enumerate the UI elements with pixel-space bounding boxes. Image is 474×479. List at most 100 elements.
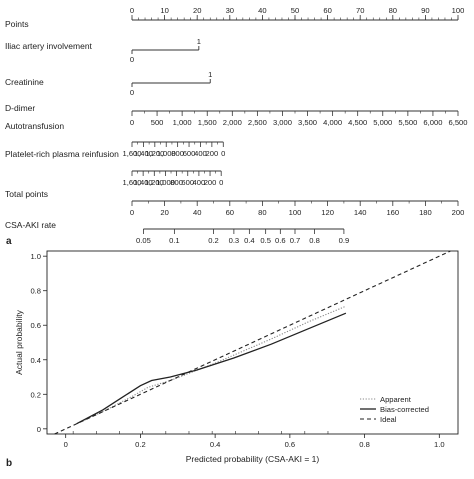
- legend-label-apparent: Apparent: [380, 395, 412, 404]
- legend-label-bias-corrected: Bias-corrected: [380, 405, 429, 414]
- nomogram-ticklabel-csa-aki-rate: 0.6: [275, 236, 286, 245]
- nomogram-ticklabel-total-points: 40: [193, 208, 201, 217]
- nomogram-ticklabel-d-dimer: 5,000: [373, 118, 392, 127]
- x-tick-label: 0.4: [210, 440, 221, 449]
- nomogram-ticklabel-points: 40: [258, 6, 266, 15]
- nomogram-ticklabel-d-dimer: 1,000: [173, 118, 192, 127]
- nomogram-ticklabel-platelet-rich-plasma-reinfusion: 600: [181, 178, 194, 187]
- nomogram-ticklabel-d-dimer: 6,500: [448, 118, 467, 127]
- nomogram-ticklabel-points: 70: [356, 6, 364, 15]
- nomogram-label-d-dimer: D-dimer: [5, 103, 35, 113]
- nomogram-ticklabel-autotransfusion: 1,000: [157, 149, 176, 158]
- x-tick-label: 0.6: [285, 440, 296, 449]
- nomogram-ticklabel-total-points: 200: [452, 208, 465, 217]
- nomogram-label-csa-aki-rate: CSA-AKI rate: [5, 220, 56, 230]
- nomogram-ticklabel-d-dimer: 4,500: [348, 118, 367, 127]
- nomogram-ticklabel-csa-aki-rate: 0.8: [309, 236, 320, 245]
- nomogram-ticklabel-d-dimer: 0: [130, 118, 134, 127]
- nomogram-ticklabel-autotransfusion: 1,400: [134, 149, 153, 158]
- nomogram-label-iliac-artery-involvement: Iliac artery involvement: [5, 41, 93, 51]
- nomogram-ticklabel-total-points: 60: [226, 208, 234, 217]
- nomogram-ticklabel-points: 90: [421, 6, 429, 15]
- nomogram-ticklabel-d-dimer: 2,000: [223, 118, 242, 127]
- nomogram-label-platelet-rich-plasma-reinfusion: Platelet-rich plasma reinfusion: [5, 149, 119, 159]
- nomogram-ticklabel-autotransfusion: 1,200: [145, 149, 164, 158]
- nomogram-ticklabel-d-dimer: 3,500: [298, 118, 317, 127]
- nomogram-ticklabel-csa-aki-rate: 0.7: [290, 236, 301, 245]
- x-tick-label: 0: [64, 440, 68, 449]
- x-axis-label: Predicted probability (CSA-AKI = 1): [186, 454, 320, 464]
- nomogram-ticklabel-d-dimer: 5,500: [398, 118, 417, 127]
- nomogram-ticklabel-iliac-artery-involvement: 1: [197, 37, 201, 46]
- nomogram-ticklabel-platelet-rich-plasma-reinfusion: 200: [204, 178, 217, 187]
- nomogram-ticklabel-d-dimer: 2,500: [248, 118, 267, 127]
- nomogram-ticklabel-autotransfusion: 0: [221, 149, 225, 158]
- y-tick-label: 0.8: [30, 287, 41, 296]
- nomogram-ticklabel-points: 10: [160, 6, 168, 15]
- nomogram-ticklabel-autotransfusion: 400: [194, 149, 207, 158]
- nomogram-ticklabel-autotransfusion: 800: [171, 149, 184, 158]
- nomogram-ticklabel-csa-aki-rate: 0.4: [244, 236, 255, 245]
- x-tick-label: 0.2: [135, 440, 146, 449]
- nomogram-ticklabel-d-dimer: 3,000: [273, 118, 292, 127]
- nomogram-ticklabel-creatinine: 1: [208, 70, 212, 79]
- nomogram-ticklabel-autotransfusion: 600: [183, 149, 196, 158]
- series-line-ideal: [54, 250, 451, 435]
- nomogram-ticklabel-total-points: 140: [354, 208, 367, 217]
- nomogram-label-total-points: Total points: [5, 189, 48, 199]
- nomogram-ticklabel-points: 80: [389, 6, 397, 15]
- nomogram-ticklabel-platelet-rich-plasma-reinfusion: 1,400: [134, 178, 153, 187]
- nomogram-ticklabel-csa-aki-rate: 0.9: [339, 236, 350, 245]
- panel-label-a: a: [6, 236, 12, 247]
- nomogram-ticklabel-csa-aki-rate: 0.05: [136, 236, 151, 245]
- nomogram-ticklabel-points: 20: [193, 6, 201, 15]
- nomogram-ticklabel-platelet-rich-plasma-reinfusion: 0: [219, 178, 223, 187]
- nomogram-ticklabel-points: 50: [291, 6, 299, 15]
- x-tick-label: 1.0: [434, 440, 445, 449]
- nomogram-ticklabel-autotransfusion: 1,600: [122, 149, 141, 158]
- y-tick-label: 0.4: [30, 356, 41, 365]
- nomogram-ticklabel-points: 0: [130, 6, 134, 15]
- nomogram-ticklabel-csa-aki-rate: 0.2: [208, 236, 219, 245]
- plot-frame: [46, 250, 459, 435]
- nomogram-label-creatinine: Creatinine: [5, 77, 44, 87]
- nomogram-ticklabel-creatinine: 0: [130, 88, 134, 97]
- nomogram-ticklabel-points: 100: [452, 6, 465, 15]
- nomogram-ticklabel-iliac-artery-involvement: 0: [130, 55, 134, 64]
- nomogram-ticklabel-platelet-rich-plasma-reinfusion: 400: [193, 178, 206, 187]
- nomogram-ticklabel-autotransfusion: 200: [206, 149, 219, 158]
- nomogram-ticklabel-platelet-rich-plasma-reinfusion: 1,600: [122, 178, 141, 187]
- nomogram-ticklabel-d-dimer: 500: [151, 118, 164, 127]
- calibration-panel: 0 0.2 0.4 0.6 0.8 1.0 0 0.2 0.4 0.6 0.8 1.0 Predicte…: [14, 250, 459, 464]
- nomogram-ticklabel-csa-aki-rate: 0.5: [260, 236, 271, 245]
- y-tick-label: 0: [37, 425, 41, 434]
- nomogram-ticklabel-d-dimer: 4,000: [323, 118, 342, 127]
- nomogram-label-autotransfusion: Autotransfusion: [5, 121, 64, 131]
- nomogram-ticklabel-total-points: 120: [321, 208, 334, 217]
- nomogram-ticklabel-total-points: 80: [258, 208, 266, 217]
- nomogram-ticklabel-total-points: 0: [130, 208, 134, 217]
- nomogram-ticklabel-total-points: 100: [289, 208, 302, 217]
- y-tick-label: 1.0: [30, 252, 41, 261]
- nomogram-ticklabel-points: 30: [226, 6, 234, 15]
- nomogram-label-points: Points: [5, 19, 29, 29]
- nomogram-ticklabel-csa-aki-rate: 0.1: [169, 236, 180, 245]
- nomogram-ticklabel-platelet-rich-plasma-reinfusion: 1,200: [145, 178, 164, 187]
- y-tick-label: 0.6: [30, 321, 41, 330]
- nomogram-ticklabel-points: 60: [323, 6, 331, 15]
- nomogram-ticklabel-platelet-rich-plasma-reinfusion: 800: [170, 178, 183, 187]
- legend-label-ideal: Ideal: [380, 415, 397, 424]
- x-tick-label: 0.8: [359, 440, 370, 449]
- nomogram-ticklabel-total-points: 160: [386, 208, 399, 217]
- nomogram-ticklabel-platelet-rich-plasma-reinfusion: 1,000: [156, 178, 175, 187]
- series-line-bias-corrected: [76, 312, 347, 425]
- nomogram-ticklabel-csa-aki-rate: 0.3: [229, 236, 240, 245]
- nomogram-ticklabel-d-dimer: 1,500: [198, 118, 217, 127]
- panel-label-b: b: [6, 458, 12, 469]
- y-axis-label: Actual probability: [14, 309, 24, 374]
- y-tick-label: 0.2: [30, 390, 41, 399]
- nomogram-ticklabel-total-points: 20: [160, 208, 168, 217]
